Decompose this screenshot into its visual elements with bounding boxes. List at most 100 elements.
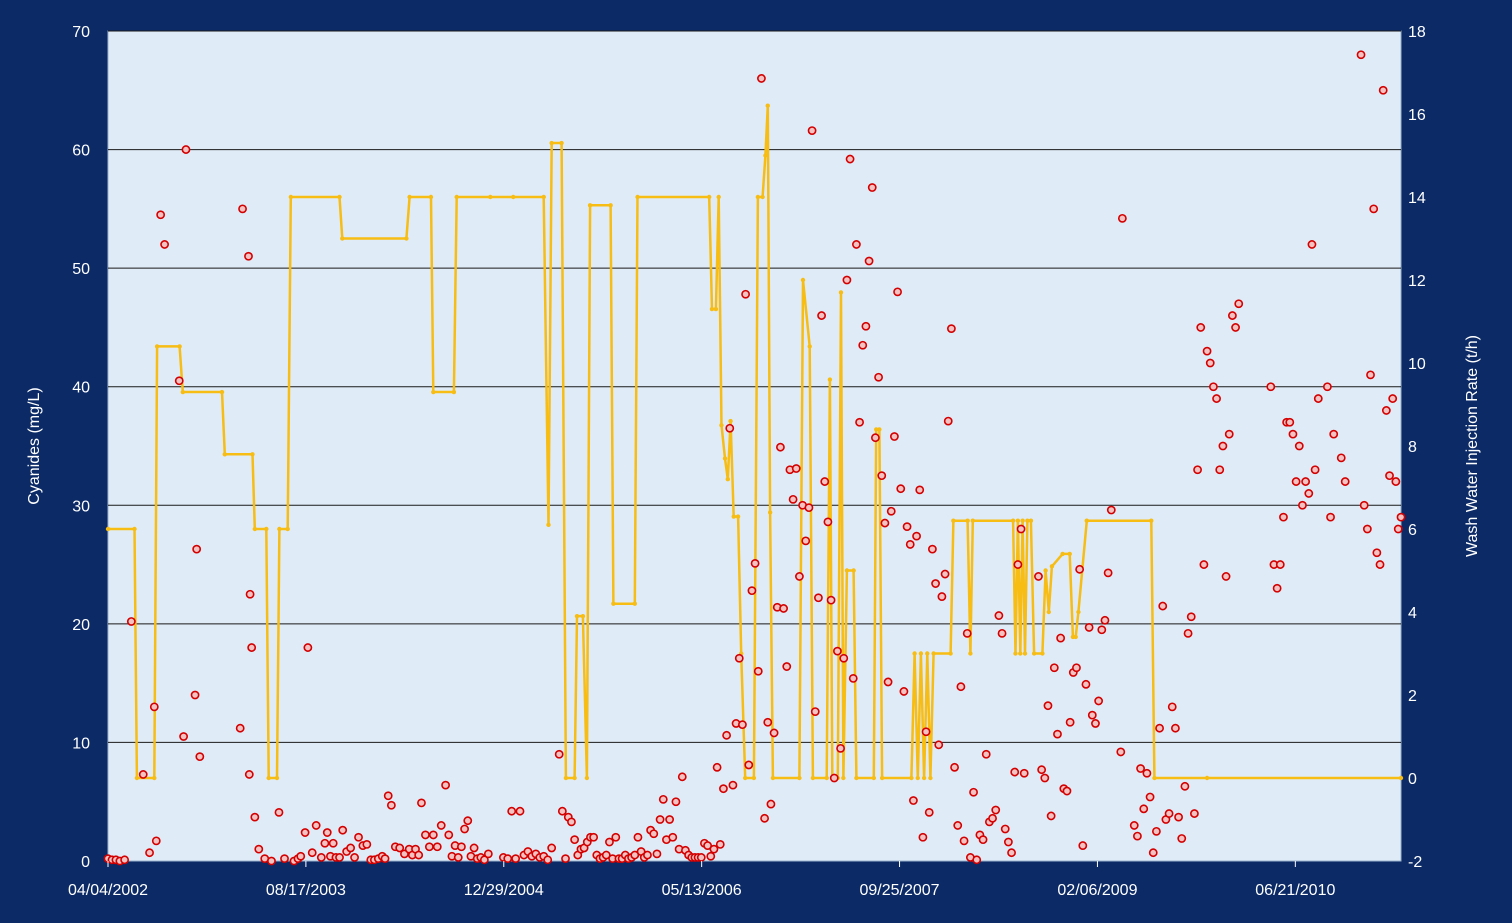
cyanide-point (601, 850, 611, 860)
injection-rate-point (337, 194, 342, 200)
cyanide-point (350, 853, 359, 862)
cyanide-point (190, 690, 200, 700)
cyanide-point (149, 702, 159, 712)
cyanide-point (864, 256, 874, 266)
cyanide-point (1279, 512, 1288, 522)
injection-rate-point (285, 526, 290, 532)
cyanides-series (103, 50, 1406, 866)
injection-rate-point (454, 194, 459, 200)
cyanide-point (338, 825, 348, 835)
cyanide-point (867, 183, 877, 192)
cyanide-point (861, 321, 871, 331)
injection-rate-point (511, 194, 516, 200)
injection-rate-point (797, 775, 802, 781)
injection-rate-point (874, 427, 879, 432)
cyanide-point (757, 74, 766, 83)
cyanide-point (753, 666, 763, 676)
cyanide-point (1019, 768, 1029, 778)
injection-rate-point (1040, 651, 1045, 656)
cyanide-point (1013, 560, 1023, 569)
cyanide-point (928, 544, 937, 554)
injection-rate-point (559, 140, 564, 146)
injection-rate-point (719, 423, 724, 428)
cyanide-point (826, 595, 836, 605)
injection-rate-point (587, 203, 593, 208)
cyanide-point (1385, 471, 1394, 481)
cyanide-point (1304, 489, 1314, 498)
left-tick-label: 40 (72, 380, 90, 397)
cyanide-point (311, 821, 321, 830)
injection-rate-point (574, 613, 580, 619)
cyanide-point (554, 749, 564, 759)
cyanide-point (1103, 568, 1113, 578)
cyanide-point (247, 643, 257, 652)
cyanide-point (1313, 394, 1323, 403)
cyanide-point (1218, 441, 1228, 451)
injection-rate-point (965, 518, 970, 523)
cyanide-point (741, 289, 750, 299)
injection-rate-point (611, 601, 616, 606)
cyanide-point (886, 506, 896, 516)
cyanide-point (507, 806, 517, 816)
injection-rate-point (1010, 518, 1016, 523)
cyanide-point (589, 832, 599, 842)
cyanide-point (1117, 213, 1127, 223)
injection-rate-point (851, 568, 856, 573)
cyanide-point (428, 830, 438, 840)
cyanide-point (483, 849, 493, 859)
cyanide-point (1094, 696, 1104, 706)
cyanide-point (611, 832, 621, 842)
cyanide-point (943, 416, 953, 426)
cyanide-point (1034, 572, 1043, 581)
cyanide-point (845, 154, 855, 164)
injection-rate-point (1028, 518, 1034, 523)
cyanide-point (1301, 477, 1311, 486)
cyanide-point (842, 275, 852, 285)
right-tick-label: 0 (1408, 771, 1417, 788)
cyanide-point (1381, 406, 1391, 415)
cyanide-point (179, 732, 188, 741)
injection-rate-point (722, 456, 728, 461)
injection-rate-point (713, 306, 719, 312)
injection-rate-point (1020, 518, 1025, 523)
cyanide-point (335, 853, 344, 862)
cyanide-point (1164, 809, 1174, 818)
right-tick-label: 2 (1408, 688, 1417, 705)
left-axis-ticks: 0 10 20 30 40 50 60 70 (72, 24, 90, 871)
injection-rate-point (274, 775, 280, 781)
cyanide-point (1145, 792, 1155, 802)
cyanide-point (658, 794, 668, 804)
cyanide-point (1084, 623, 1094, 632)
cyanide-point (441, 780, 450, 790)
cyanide-point (1037, 765, 1047, 775)
cyanide-point (807, 126, 817, 136)
injection-rate-point (755, 194, 761, 200)
cyanide-point (479, 855, 489, 865)
cyanide-point (1171, 723, 1180, 733)
x-tick-label: 08/17/2003 (266, 882, 346, 899)
cyanide-point (1174, 812, 1183, 822)
injection-rate-point (928, 775, 933, 781)
cyanide-point (791, 464, 801, 473)
cyanide-point (235, 723, 245, 733)
injection-rate-point (871, 775, 877, 781)
cyanide-point (1142, 768, 1152, 778)
cyanide-point (760, 813, 769, 823)
x-axis-ticks: 04/04/2002 08/17/2003 12/29/2004 05/13/2006… (68, 861, 1335, 899)
cyanide-point (931, 579, 940, 588)
cyanide-point (436, 821, 446, 830)
right-tick-label: -2 (1408, 854, 1422, 871)
right-tick-label: 12 (1408, 273, 1426, 290)
cyanide-point (817, 311, 826, 320)
cyanide-point (1016, 524, 1026, 534)
injection-rate-point (1067, 551, 1072, 557)
injection-rate-point (931, 651, 936, 656)
cyanide-point (709, 844, 719, 854)
right-tick-label: 18 (1408, 24, 1426, 41)
x-tick-label: 12/29/2004 (464, 882, 544, 899)
cyanide-point (924, 807, 934, 817)
injection-rate-point (431, 389, 436, 395)
injection-rate-point (1060, 551, 1065, 557)
injection-rate-point (1018, 651, 1023, 656)
cyanide-point (307, 848, 317, 858)
